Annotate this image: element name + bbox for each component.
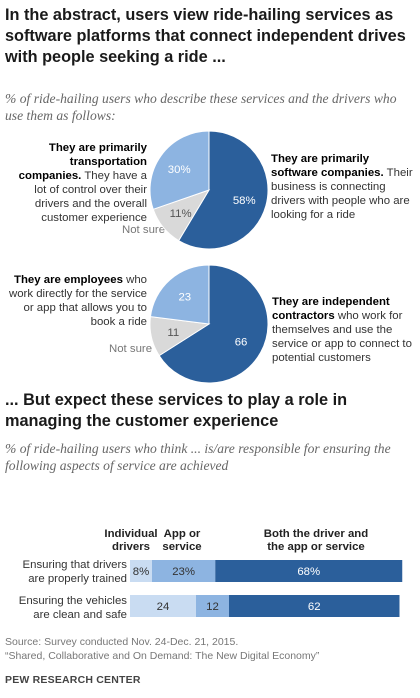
col-header-individual-drivers: Individual drivers	[104, 528, 158, 553]
col-header-both: Both the driver and the app or service	[263, 528, 369, 553]
pie1-right-text: Their business is connecting drivers wit…	[271, 167, 413, 221]
bar-value-label: 24	[157, 601, 170, 613]
bar-segment	[130, 595, 196, 617]
row-label: Ensuring that drivers are properly train…	[22, 559, 127, 585]
bar-value-label: 8%	[133, 566, 149, 578]
pie-slice	[150, 264, 210, 325]
bar-segment	[152, 560, 216, 582]
pie1-right-bold: They are primarily software companies.	[271, 153, 384, 179]
stacked-bar-chart: 8% 23% 68% 24 12 62	[130, 560, 403, 617]
pie2-right-text: who work for themselves and use the serv…	[272, 310, 412, 364]
pie2-right-bold: They are independent contractors	[272, 296, 390, 322]
pie1-not-sure-label: Not sure	[122, 224, 166, 236]
bar-value-label: 12	[206, 601, 219, 613]
pie-chart-1: 58% 11% 30%	[150, 130, 269, 250]
pie-slice-label: 30%	[168, 164, 191, 176]
row-label: Ensuring the vehicles are clean and safe	[18, 595, 127, 621]
pie1-right-annotation: They are primarily software companies. T…	[271, 152, 416, 222]
bar-value-label: 23%	[172, 566, 195, 578]
pie-slice-label: 58%	[233, 195, 256, 207]
pie1-left-annotation: They are primarily transportation compan…	[5, 141, 147, 225]
pie-slice-label: 66	[235, 337, 248, 349]
pie2-not-sure-label: Not sure	[109, 343, 153, 355]
pie-slice-label: 23	[178, 292, 191, 304]
pie-slice	[150, 130, 210, 210]
pie2-left-text: who work directly for the service or app…	[9, 274, 147, 328]
pie2-left-bold: They are employees	[14, 274, 123, 286]
pie1-left-bold: They are primarily transportation compan…	[18, 142, 147, 182]
pie2-left-annotation: They are employees who work directly for…	[5, 273, 147, 329]
pie-slice-label: 11%	[170, 208, 192, 220]
bar-segment	[215, 560, 403, 582]
pie-slice	[158, 264, 269, 384]
pie2-right-annotation: They are independent contractors who wor…	[272, 295, 416, 365]
section2-title: ... But expect these services to play a …	[5, 391, 348, 430]
bar-segment	[229, 595, 400, 617]
pie-slice-label: 11	[167, 327, 179, 339]
col-header-app-or-service: App or service	[162, 528, 202, 553]
footer-source: Source: Survey conducted Nov. 24-Dec. 21…	[5, 636, 239, 648]
bar-segment	[196, 595, 229, 617]
section1-subtitle: % of ride-hailing users who describe the…	[5, 91, 397, 123]
pie-chart-2: 66 11 23	[150, 264, 269, 384]
section1-title: In the abstract, users view ride-hailing…	[5, 6, 406, 66]
pie1-left-text: They have a lot of control over their dr…	[34, 170, 147, 224]
bar-value-label: 62	[308, 601, 321, 613]
footer-report: “Shared, Collaborative and On Demand: Th…	[5, 650, 320, 662]
bar-segment	[130, 560, 152, 582]
pie-slice	[178, 130, 269, 250]
pew-research-center-logo: PEW RESEARCH CENTER	[5, 674, 141, 686]
bar-value-label: 68%	[297, 566, 320, 578]
section2-subtitle: % of ride-hailing users who think ... is…	[5, 441, 391, 473]
